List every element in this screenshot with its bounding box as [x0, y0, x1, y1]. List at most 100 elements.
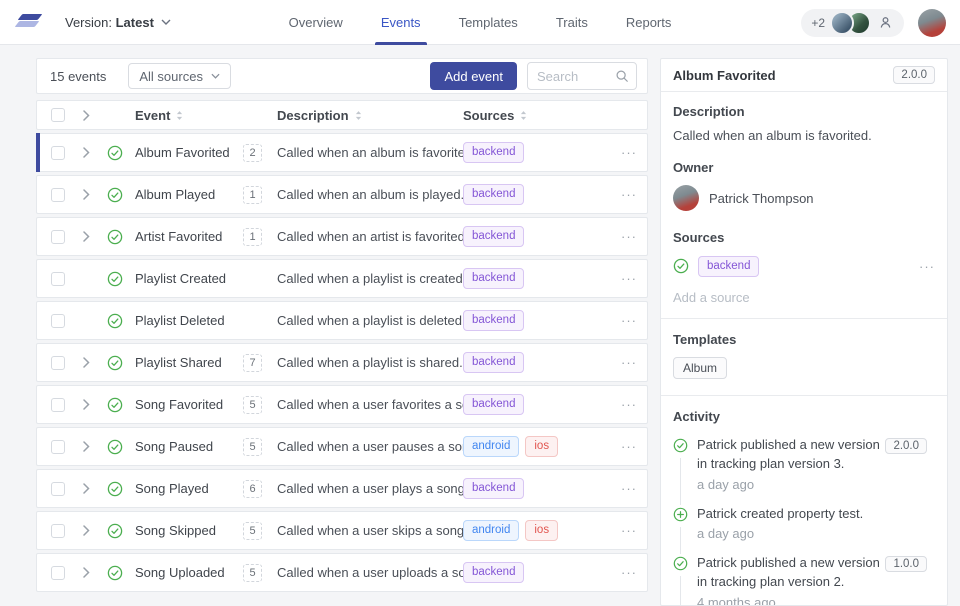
column-header-event[interactable]: Event — [135, 108, 243, 123]
version-selector[interactable]: Version: Latest — [65, 15, 171, 30]
table-row[interactable]: Song Skipped 5 Called when a user skips … — [36, 511, 648, 550]
row-actions-button[interactable]: ··· — [621, 313, 637, 328]
divider — [661, 394, 947, 396]
row-actions-button[interactable]: ··· — [621, 565, 637, 580]
row-checkbox[interactable] — [51, 355, 65, 370]
row-expand-chevron[interactable] — [83, 315, 107, 326]
source-actions-button[interactable]: ··· — [919, 258, 935, 274]
row-expand-chevron[interactable] — [83, 525, 107, 536]
tab-templates[interactable]: Templates — [458, 15, 518, 30]
invite-user-button[interactable] — [874, 12, 896, 34]
table-row[interactable]: Album Played 1 Called when an album is p… — [36, 175, 648, 214]
add-source-input[interactable] — [673, 289, 935, 305]
owner-name: Patrick Thompson — [709, 190, 814, 206]
activity-label: Activity — [673, 408, 720, 424]
row-checkbox[interactable] — [51, 565, 65, 580]
row-actions-button[interactable]: ··· — [621, 271, 637, 286]
nav-tabs: Overview Events Templates Traits Reports — [0, 0, 960, 45]
source-chip-android: android — [463, 520, 520, 541]
row-actions-button[interactable]: ··· — [621, 439, 637, 454]
table-row[interactable]: Artist Favorited 1 Called when an artist… — [36, 217, 648, 256]
property-count-badge: 5 — [243, 563, 262, 582]
row-expand-chevron[interactable] — [83, 441, 107, 452]
row-actions-button[interactable]: ··· — [621, 355, 637, 370]
search-icon — [616, 70, 628, 82]
row-checkbox[interactable] — [51, 439, 65, 454]
row-checkbox[interactable] — [51, 187, 65, 202]
source-chip-backend: backend — [463, 268, 525, 289]
table-row[interactable]: Song Played 6 Called when a user plays a… — [36, 469, 648, 508]
table-row[interactable]: Album Favorited 2 Called when an album i… — [36, 133, 648, 172]
row-checkbox[interactable] — [51, 523, 65, 538]
row-checkbox[interactable] — [51, 397, 65, 412]
select-all-checkbox[interactable] — [51, 108, 65, 122]
row-actions-button[interactable]: ··· — [621, 523, 637, 538]
app-logo-icon[interactable] — [14, 13, 43, 31]
column-header-description[interactable]: Description — [277, 108, 463, 123]
version-badge[interactable]: 2.0.0 — [893, 66, 935, 84]
row-checkbox[interactable] — [51, 481, 65, 496]
property-count-badge: 1 — [243, 185, 262, 204]
sort-icon — [355, 110, 361, 120]
table-row[interactable]: Playlist Deleted Called when a playlist … — [36, 301, 648, 340]
collaborator-avatar[interactable] — [830, 10, 854, 35]
row-expand-chevron[interactable] — [83, 357, 107, 368]
owner-row[interactable]: Patrick Thompson — [673, 185, 935, 211]
source-chip-backend: backend — [463, 226, 525, 247]
version-prefix: Version: — [65, 14, 112, 30]
search-input[interactable] — [527, 62, 637, 90]
source-chip-backend: backend — [463, 142, 525, 163]
add-event-button[interactable]: Add event — [430, 62, 517, 90]
event-name: Song Paused — [135, 439, 214, 454]
collaborator-avatars[interactable]: +2 — [801, 8, 904, 37]
row-actions-button[interactable]: ··· — [621, 481, 637, 496]
activity-text-suffix: in tracking plan version 2. — [697, 574, 845, 590]
expand-all-chevron[interactable] — [83, 109, 107, 121]
row-checkbox[interactable] — [51, 145, 65, 160]
tab-traits[interactable]: Traits — [555, 15, 588, 30]
main-content: 15 events All sources Add event Event De… — [0, 45, 960, 606]
row-expand-chevron[interactable] — [83, 231, 107, 242]
row-expand-chevron[interactable] — [83, 147, 107, 158]
row-checkbox[interactable] — [51, 229, 65, 244]
row-expand-chevron[interactable] — [83, 567, 107, 578]
template-chip[interactable]: Album — [673, 356, 728, 379]
row-expand-chevron[interactable] — [83, 483, 107, 494]
chevron-right-icon — [83, 483, 90, 494]
row-expand-chevron[interactable] — [83, 399, 107, 410]
chevron-down-icon — [161, 19, 171, 25]
events-table-body: Album Favorited 2 Called when an album i… — [36, 133, 648, 595]
detail-header: Album Favorited 2.0.0 — [661, 59, 947, 92]
version-value: Latest — [115, 14, 154, 30]
event-description: Called when a user pauses a song. — [277, 439, 463, 454]
table-row[interactable]: Song Uploaded 5 Called when a user uploa… — [36, 553, 648, 592]
row-checkbox[interactable] — [51, 313, 65, 328]
row-actions-button[interactable]: ··· — [621, 145, 637, 160]
event-name: Song Skipped — [135, 523, 216, 538]
event-description: Called when an artist is favorited. — [277, 229, 463, 244]
tab-overview[interactable]: Overview — [288, 15, 343, 30]
row-expand-chevron[interactable] — [83, 189, 107, 200]
table-row[interactable]: Playlist Shared 7 Called when a playlist… — [36, 343, 648, 382]
tab-events[interactable]: Events — [374, 0, 427, 45]
sources-filter-dropdown[interactable]: All sources — [128, 63, 231, 89]
column-header-sources[interactable]: Sources — [463, 108, 611, 123]
tab-reports[interactable]: Reports — [625, 15, 672, 30]
chevron-right-icon — [83, 441, 90, 452]
event-sources: backend — [463, 226, 611, 247]
row-actions-button[interactable]: ··· — [621, 229, 637, 244]
check-circle-icon — [107, 355, 123, 370]
row-actions-button[interactable]: ··· — [621, 187, 637, 202]
row-expand-chevron[interactable] — [83, 273, 107, 284]
table-row[interactable]: Song Favorited 5 Called when a user favo… — [36, 385, 648, 424]
source-chip-backend: backend — [463, 352, 525, 373]
check-circle-icon — [107, 439, 123, 454]
table-row[interactable]: Song Paused 5 Called when a user pauses … — [36, 427, 648, 466]
check-circle-icon — [107, 187, 123, 202]
user-avatar[interactable] — [918, 8, 946, 37]
table-row[interactable]: Playlist Created Called when a playlist … — [36, 259, 648, 298]
check-circle-icon — [673, 438, 688, 453]
row-checkbox[interactable] — [51, 271, 65, 286]
property-count-badge: 2 — [243, 143, 262, 162]
row-actions-button[interactable]: ··· — [621, 397, 637, 412]
